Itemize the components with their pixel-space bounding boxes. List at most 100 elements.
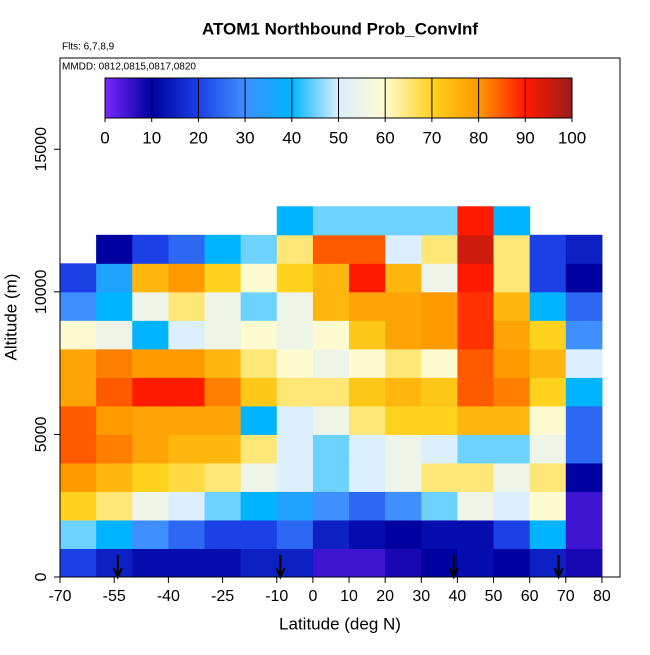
heat-cell (276, 291, 314, 321)
heat-cell (312, 320, 350, 350)
x-tick-label: -25 (211, 588, 234, 605)
heat-cell (276, 263, 314, 293)
heat-cell (457, 206, 495, 236)
heat-cell (457, 548, 495, 578)
annotation: MMDD: 0812,0815,0817,0820 (62, 62, 196, 73)
plot-frame (59, 57, 621, 578)
colorbar-tick-label: 100 (558, 128, 586, 147)
x-tick-label: 40 (449, 588, 467, 605)
heat-cell (565, 377, 603, 407)
heat-cell (565, 519, 603, 549)
heat-cell (276, 234, 314, 264)
heat-cell (240, 263, 278, 293)
heat-cell (385, 491, 422, 521)
heat-cell (312, 263, 350, 293)
heat-cell (457, 405, 495, 435)
heat-cell (60, 548, 97, 578)
heat-cell (132, 491, 169, 521)
heat-cell (204, 519, 242, 549)
heat-cell (132, 234, 169, 264)
heat-cell (60, 462, 97, 492)
heat-cell (204, 491, 242, 521)
heat-cell (276, 377, 314, 407)
heat-cell (132, 462, 169, 492)
heat-cell (312, 434, 350, 464)
heat-cell (168, 434, 206, 464)
heat-cell (457, 291, 495, 321)
heat-cell (204, 291, 242, 321)
heat-cell (493, 263, 531, 293)
heat-cell (385, 206, 422, 236)
heat-cell (96, 519, 133, 549)
heat-cell (96, 263, 133, 293)
heat-cell (385, 291, 422, 321)
heat-cell (204, 234, 242, 264)
heat-cell (276, 491, 314, 521)
heat-cell (349, 291, 386, 321)
colorbar-tick-label: 50 (329, 128, 348, 147)
heat-cell (565, 348, 603, 378)
colorbar-tick-label: 0 (100, 128, 109, 147)
heat-cell (96, 320, 133, 350)
heat-cell (529, 291, 567, 321)
heat-cell (240, 491, 278, 521)
heat-cell (421, 234, 458, 264)
heat-cell (312, 348, 350, 378)
heat-cell (349, 234, 386, 264)
heat-cell (60, 377, 97, 407)
x-tick-label: -40 (157, 588, 180, 605)
heat-cell (60, 519, 97, 549)
heat-cell (421, 206, 458, 236)
heat-cell (349, 548, 386, 578)
heat-cell (349, 491, 386, 521)
heat-cell (204, 263, 242, 293)
heat-cell (240, 405, 278, 435)
heat-cell (457, 348, 495, 378)
colorbar-tick-label: 90 (516, 128, 535, 147)
colorbar-tick-label: 20 (189, 128, 208, 147)
heat-cell (60, 434, 97, 464)
heat-cell (457, 320, 495, 350)
x-tick-label: 80 (593, 588, 611, 605)
heat-cell (529, 348, 567, 378)
heat-cell (349, 462, 386, 492)
x-tick-label: 10 (340, 588, 358, 605)
heat-cell (421, 434, 458, 464)
colorbar-tick-label: 30 (236, 128, 255, 147)
heat-cell (529, 263, 567, 293)
heat-cell (493, 234, 531, 264)
colorbar-tick-label: 70 (422, 128, 441, 147)
x-tick-label: 30 (412, 588, 430, 605)
heat-cell (493, 519, 531, 549)
heat-cell (312, 377, 350, 407)
heat-cell (168, 263, 206, 293)
heat-cell (565, 405, 603, 435)
heat-cell (204, 462, 242, 492)
heat-cell (493, 434, 531, 464)
heat-cell (565, 291, 603, 321)
heat-cell (168, 548, 206, 578)
heat-cell (312, 548, 350, 578)
heat-cell (493, 377, 531, 407)
heat-cell (96, 434, 133, 464)
heat-cell (421, 291, 458, 321)
heat-cell (240, 348, 278, 378)
colorbar-tick-label: 40 (282, 128, 301, 147)
heat-cell (385, 548, 422, 578)
heat-cell (385, 434, 422, 464)
heat-cell (457, 519, 495, 549)
heat-cell (240, 519, 278, 549)
heat-cell (421, 348, 458, 378)
heat-cell (385, 263, 422, 293)
heat-cell (312, 405, 350, 435)
heat-cell (168, 405, 206, 435)
heat-cell (385, 234, 422, 264)
heat-cell (349, 263, 386, 293)
heat-cell (60, 263, 97, 293)
heat-cell (349, 206, 386, 236)
heat-cell (240, 320, 278, 350)
colorbar-tick-label: 10 (142, 128, 161, 147)
heat-cell (168, 291, 206, 321)
heat-cell (204, 548, 242, 578)
